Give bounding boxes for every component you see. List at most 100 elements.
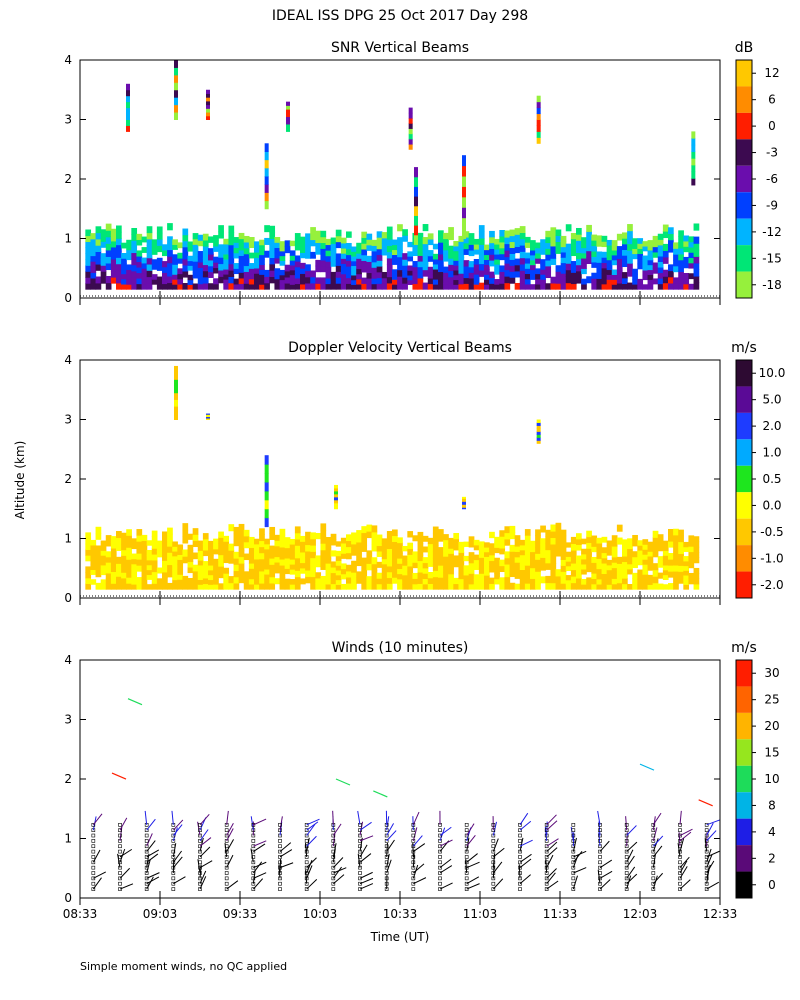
wind-barb: [306, 823, 316, 836]
heatmap-cell: [622, 555, 628, 563]
colorbar-swatch: [736, 165, 752, 193]
heatmap-cell: [213, 584, 219, 590]
heatmap-cell: [259, 528, 265, 535]
colorbar-label: -18: [762, 278, 782, 292]
heatmap-cell: [550, 537, 557, 545]
heatmap-cell: [397, 237, 403, 245]
heatmap-cell: [167, 564, 173, 572]
heatmap-cell: [223, 535, 230, 542]
heatmap-cell: [172, 541, 178, 547]
heatmap-cell: [458, 241, 465, 248]
heatmap-cell: [223, 243, 230, 250]
wind-marker: [144, 876, 149, 881]
heatmap-cell: [325, 547, 332, 554]
heatmap-cell: [351, 274, 357, 281]
heatmap-cell: [616, 246, 623, 253]
heatmap-cell: [95, 557, 102, 565]
heatmap-cell: [540, 239, 546, 245]
wind-marker: [678, 828, 682, 832]
heatmap-cell: [351, 246, 357, 252]
wind-marker: [411, 823, 416, 827]
heatmap-cell: [187, 265, 194, 271]
heatmap-cell: [417, 583, 424, 590]
heatmap-cell: [335, 259, 342, 266]
heatmap-cell: [187, 255, 194, 262]
heatmap-cell: [238, 283, 245, 290]
heatmap-cell: [683, 546, 690, 552]
heatmap-cell: [146, 270, 153, 278]
heatmap-cell: [376, 260, 383, 267]
heatmap-cell: [187, 533, 194, 540]
heatmap-cell: [683, 570, 690, 576]
colorbar-label: -0.5: [760, 525, 783, 539]
wind-marker: [331, 881, 336, 886]
wind-marker: [171, 844, 176, 849]
heatmap-cell: [662, 550, 669, 556]
heatmap-cell: [611, 567, 618, 574]
heatmap-cell: [443, 255, 449, 262]
heatmap-cell: [300, 541, 306, 548]
heatmap-cell: [535, 565, 541, 572]
heatmap-cell: [151, 239, 158, 245]
heatmap-cell: [167, 282, 173, 290]
heatmap-cell: [310, 227, 316, 234]
heatmap-cell: [586, 583, 592, 590]
wind-marker: [544, 823, 549, 827]
heatmap-cell: [443, 266, 449, 273]
heatmap-cell: [90, 569, 97, 575]
wind-marker: [491, 887, 496, 891]
heatmap-cell: [402, 259, 408, 266]
heatmap-cell: [356, 258, 362, 264]
wind-marker: [438, 849, 442, 854]
heatmap-cell: [233, 576, 240, 584]
feature-cell: [206, 418, 210, 420]
heatmap-cell: [228, 244, 235, 252]
wind-marker: [624, 855, 629, 859]
heatmap-cell: [131, 270, 138, 278]
wind-marker: [118, 876, 122, 881]
heatmap-cell: [494, 238, 500, 245]
heatmap-cell: [105, 282, 112, 290]
heatmap-cell: [637, 248, 644, 255]
feature-cell: [691, 131, 696, 139]
heatmap-cell: [412, 277, 419, 285]
heatmap-cell: [110, 571, 117, 578]
heatmap-cell: [432, 279, 439, 285]
heatmap-cell: [606, 239, 613, 246]
heatmap-cell: [366, 576, 373, 584]
heatmap-cell: [279, 552, 286, 560]
heatmap-cell: [662, 569, 669, 576]
heatmap-cell: [581, 558, 587, 565]
heatmap-cell: [417, 283, 424, 290]
heatmap-cell: [294, 570, 301, 578]
heatmap-cell: [570, 283, 577, 290]
heatmap-cell: [187, 284, 194, 290]
x-tick-label: 10:33: [383, 907, 418, 921]
heatmap-cell: [545, 582, 552, 590]
heatmap-cell: [688, 273, 695, 280]
heatmap-cell: [468, 562, 475, 569]
wind-barb: [119, 867, 131, 879]
heatmap-cell: [555, 265, 562, 272]
heatmap-cell: [213, 240, 219, 247]
heatmap-cell: [151, 548, 158, 555]
heatmap-cell: [596, 558, 603, 565]
heatmap-cell: [458, 578, 465, 585]
wind-marker: [464, 881, 469, 886]
wind-barb: [706, 850, 720, 858]
heatmap-cell: [555, 229, 562, 237]
heatmap-cell: [468, 541, 475, 548]
heatmap-cell: [259, 534, 265, 542]
wind-barb: [306, 859, 313, 874]
heatmap-cell: [233, 268, 240, 275]
heatmap-cell: [637, 258, 644, 265]
heatmap-cell: [524, 268, 531, 275]
heatmap-cell: [233, 539, 240, 547]
heatmap-cell: [208, 560, 214, 566]
heatmap-cell: [611, 583, 618, 590]
heatmap-cell: [397, 583, 403, 590]
heatmap-cell: [596, 548, 603, 554]
heatmap-cell: [586, 565, 592, 573]
heatmap-cell: [662, 574, 669, 580]
heatmap-cell: [361, 538, 368, 546]
